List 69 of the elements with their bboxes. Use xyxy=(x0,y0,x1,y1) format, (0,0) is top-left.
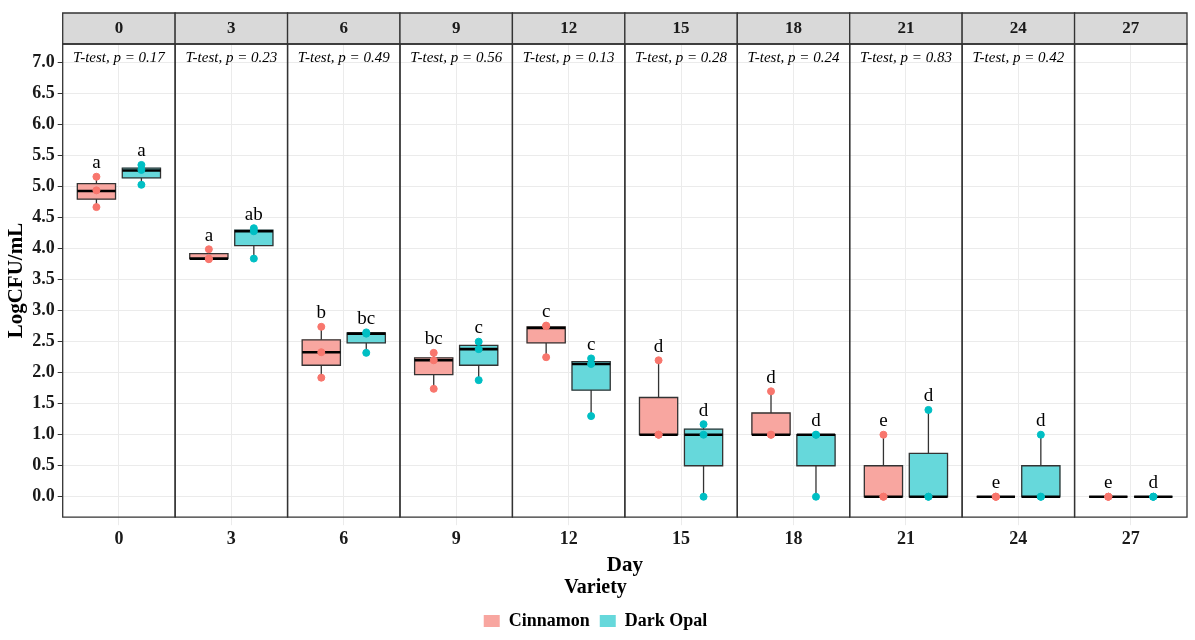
category-label: 3 xyxy=(226,527,236,548)
x-tick-label: 15 xyxy=(672,18,690,38)
text: d xyxy=(1036,409,1046,431)
text: d xyxy=(653,334,664,356)
annotation: T-test, p = 0.28 xyxy=(635,48,728,65)
legend-title: Variety xyxy=(564,575,627,599)
y-tick-label: 0.5 xyxy=(32,454,55,475)
y-tick-label: 1.5 xyxy=(32,392,55,413)
annotation: T-test, p = 0.23 xyxy=(185,48,278,65)
x-axis-title: Day xyxy=(606,551,644,576)
y-tick-label: 4.5 xyxy=(32,206,55,227)
category-label: 27 xyxy=(1121,527,1140,548)
category-label: 24 xyxy=(1009,527,1028,548)
text: bc xyxy=(424,327,443,349)
annotation: T-test, p = 0.17 xyxy=(72,48,167,65)
category-label: 9 xyxy=(451,527,461,548)
text: bc xyxy=(357,306,376,328)
x-tick-label: 12 xyxy=(560,18,578,38)
text: c xyxy=(474,316,483,338)
text: a xyxy=(92,151,101,173)
y-tick-label: 1.0 xyxy=(32,423,55,444)
text: c xyxy=(541,300,551,322)
text: a xyxy=(137,139,146,161)
x-tick-label: 0 xyxy=(114,18,124,38)
text: e xyxy=(991,471,1001,493)
category-label: 12 xyxy=(559,527,578,548)
annotation: T-test, p = 0.83 xyxy=(859,48,952,65)
text: d xyxy=(923,384,934,406)
category-label: 6 xyxy=(339,527,349,548)
x-tick-label: 18 xyxy=(784,18,802,38)
x-tick-label: 3 xyxy=(227,18,236,38)
y-tick-label: 2.0 xyxy=(32,361,55,382)
y-tick-label: 0.0 xyxy=(32,485,55,506)
text: a xyxy=(204,223,214,245)
category-label: 15 xyxy=(672,527,691,548)
y-tick-label: 5.5 xyxy=(32,144,55,165)
legend-label: Dark Opal xyxy=(624,609,708,630)
y-tick-label: 5.0 xyxy=(32,175,55,196)
category-label: 18 xyxy=(784,527,803,548)
y-tick-label: 7.0 xyxy=(32,51,55,72)
y-tick-label: 6.5 xyxy=(32,82,55,103)
x-tick-label: 24 xyxy=(1009,18,1028,38)
legend-label: Cinnamon xyxy=(508,609,590,630)
annotation: T-test, p = 0.56 xyxy=(410,48,503,65)
x-tick-label: 27 xyxy=(1122,18,1140,38)
annotation: T-test, p = 0.42 xyxy=(972,48,1065,65)
y-tick-label: 4.0 xyxy=(32,237,55,258)
y-tick-label: 6.0 xyxy=(32,113,55,134)
text: e xyxy=(1104,471,1113,493)
annotation: T-test, p = 0.24 xyxy=(747,48,840,65)
category-label: 0 xyxy=(114,527,124,548)
text: e xyxy=(879,409,888,431)
text: c xyxy=(586,332,596,354)
x-tick-label: 6 xyxy=(339,18,349,38)
category-label: 21 xyxy=(896,527,915,548)
y-tick-label: 3.5 xyxy=(32,268,55,289)
text: ab xyxy=(244,202,263,224)
text: d xyxy=(766,365,776,387)
annotation: T-test, p = 0.13 xyxy=(522,48,615,65)
y-axis-title: LogCFU/mL xyxy=(3,222,28,339)
x-tick-label: 21 xyxy=(897,18,915,38)
y-tick-label: 2.5 xyxy=(32,330,55,351)
x-tick-label: 9 xyxy=(451,18,461,38)
annotation: T-test, p = 0.49 xyxy=(297,48,391,65)
text: d xyxy=(811,409,821,431)
text: b xyxy=(316,301,327,323)
text: d xyxy=(1148,471,1159,493)
text: d xyxy=(698,398,709,420)
y-tick-label: 3.0 xyxy=(32,299,55,320)
